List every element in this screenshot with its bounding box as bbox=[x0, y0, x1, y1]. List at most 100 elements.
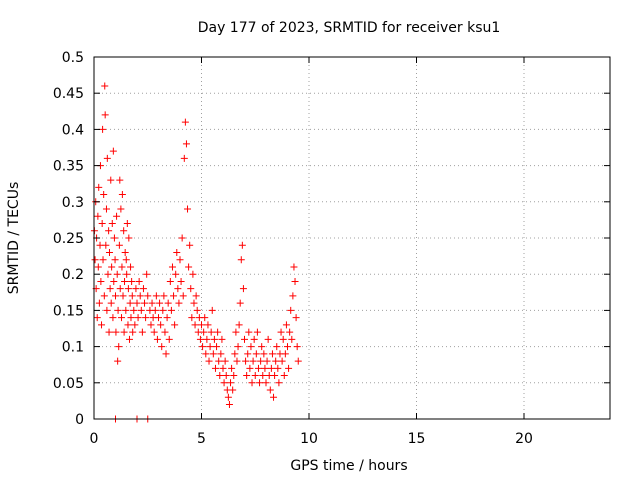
data-point bbox=[261, 364, 269, 372]
data-point bbox=[106, 285, 114, 293]
data-point bbox=[193, 306, 201, 314]
data-point bbox=[239, 285, 247, 293]
data-point bbox=[165, 335, 173, 343]
data-point bbox=[118, 314, 126, 322]
data-point bbox=[184, 205, 192, 213]
data-point bbox=[118, 263, 126, 271]
data-point bbox=[285, 364, 293, 372]
data-point bbox=[186, 241, 194, 249]
data-point bbox=[206, 343, 214, 351]
data-point bbox=[127, 263, 135, 271]
data-point bbox=[248, 379, 256, 387]
data-point bbox=[157, 321, 165, 329]
data-point bbox=[199, 343, 207, 351]
data-point bbox=[268, 350, 276, 358]
data-point bbox=[191, 321, 199, 329]
data-point bbox=[263, 357, 271, 365]
data-point bbox=[260, 350, 268, 358]
data-point bbox=[163, 314, 171, 322]
data-point bbox=[210, 335, 218, 343]
data-point bbox=[95, 183, 103, 191]
data-point bbox=[201, 314, 209, 322]
data-point bbox=[277, 328, 285, 336]
y-tick-label: 0.1 bbox=[62, 340, 84, 356]
data-point bbox=[243, 372, 251, 380]
data-point bbox=[100, 191, 108, 199]
data-point bbox=[185, 263, 193, 271]
data-point bbox=[122, 256, 130, 264]
axis-ticks bbox=[93, 56, 610, 420]
data-point bbox=[208, 306, 216, 314]
data-point bbox=[231, 350, 239, 358]
data-point bbox=[172, 270, 180, 278]
data-point bbox=[175, 299, 183, 307]
data-point bbox=[262, 379, 270, 387]
data-point bbox=[245, 328, 253, 336]
data-point bbox=[94, 263, 102, 271]
data-point bbox=[98, 321, 106, 329]
data-point bbox=[213, 343, 221, 351]
data-point bbox=[242, 357, 250, 365]
data-point bbox=[121, 248, 129, 256]
data-point bbox=[220, 379, 228, 387]
data-point bbox=[181, 118, 189, 126]
data-point bbox=[170, 292, 178, 300]
data-point bbox=[113, 270, 121, 278]
data-point bbox=[133, 299, 141, 307]
data-point bbox=[147, 321, 155, 329]
data-point bbox=[189, 270, 197, 278]
x-tick-labels: 0 5 10 15 20 bbox=[90, 431, 533, 447]
data-point bbox=[109, 147, 117, 155]
data-point bbox=[281, 350, 289, 358]
data-point bbox=[286, 328, 294, 336]
data-point bbox=[142, 314, 150, 322]
data-point bbox=[211, 364, 219, 372]
data-point bbox=[118, 191, 126, 199]
data-point bbox=[121, 277, 129, 285]
data-point bbox=[258, 343, 266, 351]
y-tick-label: 0.35 bbox=[53, 159, 84, 175]
data-point bbox=[103, 154, 111, 162]
data-point bbox=[99, 256, 107, 264]
data-point bbox=[115, 343, 123, 351]
data-point bbox=[132, 285, 140, 293]
data-point bbox=[123, 220, 131, 228]
data-points bbox=[90, 82, 302, 423]
data-point bbox=[144, 292, 152, 300]
data-point bbox=[287, 306, 295, 314]
data-point bbox=[168, 263, 176, 271]
data-point bbox=[124, 321, 132, 329]
data-point bbox=[158, 343, 166, 351]
data-point bbox=[143, 270, 151, 278]
data-point bbox=[293, 343, 301, 351]
y-tick-labels: 0 0.05 0.1 0.15 0.2 0.25 0.3 0.35 0.4 0.45 0.5 bbox=[53, 50, 84, 428]
data-point bbox=[257, 357, 265, 365]
data-point bbox=[112, 328, 120, 336]
data-point bbox=[229, 386, 237, 394]
data-point bbox=[126, 299, 134, 307]
y-tick-label: 0 bbox=[75, 412, 84, 428]
data-point bbox=[120, 328, 128, 336]
data-point bbox=[264, 335, 272, 343]
data-point bbox=[237, 256, 245, 264]
data-point bbox=[177, 277, 185, 285]
data-point bbox=[174, 285, 182, 293]
data-point bbox=[198, 321, 205, 329]
data-point bbox=[108, 263, 116, 271]
data-point bbox=[138, 328, 146, 336]
data-point bbox=[228, 364, 236, 372]
data-point bbox=[116, 176, 124, 184]
data-point bbox=[102, 241, 110, 249]
data-point bbox=[110, 277, 118, 285]
data-point bbox=[153, 335, 161, 343]
data-point bbox=[137, 306, 145, 314]
data-point bbox=[247, 343, 255, 351]
data-point bbox=[161, 328, 169, 336]
data-point bbox=[202, 350, 210, 358]
data-point bbox=[136, 292, 144, 300]
data-point bbox=[151, 306, 159, 314]
data-point bbox=[94, 212, 102, 220]
data-point bbox=[111, 256, 119, 264]
y-tick-label: 0.15 bbox=[53, 303, 84, 319]
